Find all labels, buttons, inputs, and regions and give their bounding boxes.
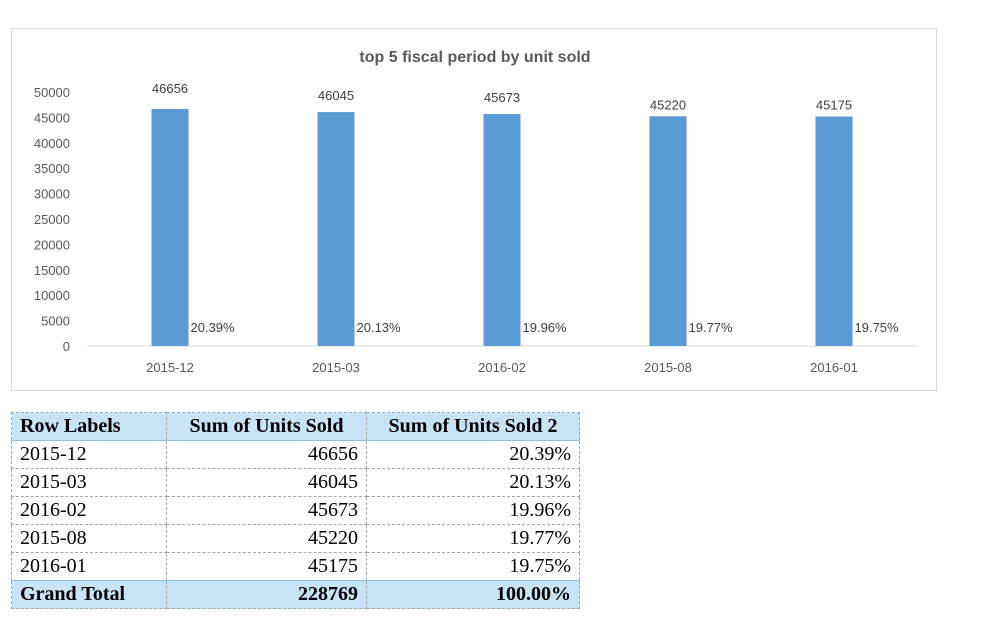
grand-total-pct[interactable]: 100.00% — [366, 580, 580, 609]
row-label[interactable]: 2016-02 — [11, 496, 167, 525]
x-tick-label: 2016-01 — [810, 360, 858, 375]
x-tick-label: 2015-03 — [312, 360, 360, 375]
row-label[interactable]: 2015-08 — [11, 524, 167, 553]
units-sold-pct-cell[interactable]: 19.96% — [366, 496, 580, 525]
pct-value-label: 19.77% — [689, 320, 734, 335]
row-label[interactable]: 2015-03 — [11, 468, 167, 497]
table-row[interactable]: 2016-02 45673 19.96% — [11, 496, 580, 525]
bar[interactable] — [317, 112, 355, 346]
bar-value-label: 45175 — [816, 98, 852, 113]
bar[interactable] — [483, 113, 521, 346]
y-tick-label: 25000 — [34, 212, 70, 227]
y-tick-label: 50000 — [34, 85, 70, 100]
units-sold-cell[interactable]: 46656 — [166, 440, 367, 469]
pct-value-label: 20.13% — [357, 320, 402, 335]
y-tick-label: 10000 — [34, 288, 70, 303]
bar-value-label: 46045 — [318, 88, 354, 103]
y-tick-label: 30000 — [34, 187, 70, 202]
y-tick-label: 5000 — [41, 314, 70, 329]
bar[interactable] — [815, 116, 853, 346]
bar-value-label: 45220 — [650, 97, 686, 112]
units-sold-pct-cell[interactable]: 20.13% — [366, 468, 580, 497]
header-sum-units-sold[interactable]: Sum of Units Sold — [166, 412, 367, 441]
pct-value-label: 20.39% — [191, 320, 236, 335]
x-axis: 2015-12 2015-03 2016-02 2015-08 2016-01 — [87, 345, 917, 375]
table-row[interactable]: 2016-01 45175 19.75% — [11, 552, 580, 581]
x-tick-label: 2015-12 — [146, 360, 194, 375]
x-tick-label: 2016-02 — [478, 360, 526, 375]
grand-total-units[interactable]: 228769 — [166, 580, 367, 609]
bar[interactable] — [151, 108, 189, 346]
bar-chart: top 5 fiscal period by unit sold 5000045… — [34, 49, 917, 375]
table-row[interactable]: 2015-12 46656 20.39% — [11, 440, 580, 469]
header-sum-units-sold-2[interactable]: Sum of Units Sold 2 — [366, 412, 580, 441]
units-sold-cell[interactable]: 46045 — [166, 468, 367, 497]
y-axis: 5000045000400003500030000250002000015000… — [34, 85, 70, 354]
grand-total-row[interactable]: Grand Total 228769 100.00% — [11, 580, 580, 609]
data-labels: 46656 20.39% 46045 20.13% 45673 19.96% 45220 19… — [152, 81, 899, 335]
bar[interactable] — [649, 116, 687, 346]
bar-series — [151, 108, 853, 346]
units-sold-cell[interactable]: 45220 — [166, 524, 367, 553]
chart-title: top 5 fiscal period by unit sold — [359, 49, 590, 66]
y-tick-label: 0 — [63, 339, 70, 354]
units-sold-cell[interactable]: 45175 — [166, 552, 367, 581]
table-row[interactable]: 2015-08 45220 19.77% — [11, 524, 580, 553]
pct-value-label: 19.75% — [855, 320, 900, 335]
pivot-table: Row Labels Sum of Units Sold Sum of Unit… — [11, 412, 580, 609]
y-tick-label: 20000 — [34, 237, 70, 252]
grand-total-label[interactable]: Grand Total — [11, 580, 167, 609]
y-tick-label: 35000 — [34, 161, 70, 176]
bar-value-label: 46656 — [152, 81, 188, 96]
y-tick-label: 45000 — [34, 110, 70, 125]
x-tick-label: 2015-08 — [644, 360, 692, 375]
header-row-labels[interactable]: Row Labels — [11, 412, 167, 441]
units-sold-pct-cell[interactable]: 19.75% — [366, 552, 580, 581]
table-header-row: Row Labels Sum of Units Sold Sum of Unit… — [11, 412, 580, 441]
y-tick-label: 40000 — [34, 136, 70, 151]
pct-value-label: 19.96% — [523, 320, 568, 335]
table-row[interactable]: 2015-03 46045 20.13% — [11, 468, 580, 497]
chart-area: top 5 fiscal period by unit sold 50000 45… — [11, 28, 937, 391]
row-label[interactable]: 2015-12 — [11, 440, 167, 469]
units-sold-pct-cell[interactable]: 20.39% — [366, 440, 580, 469]
row-label[interactable]: 2016-01 — [11, 552, 167, 581]
bar-value-label: 45673 — [484, 90, 520, 105]
units-sold-cell[interactable]: 45673 — [166, 496, 367, 525]
units-sold-pct-cell[interactable]: 19.77% — [366, 524, 580, 553]
y-tick-label: 15000 — [34, 263, 70, 278]
